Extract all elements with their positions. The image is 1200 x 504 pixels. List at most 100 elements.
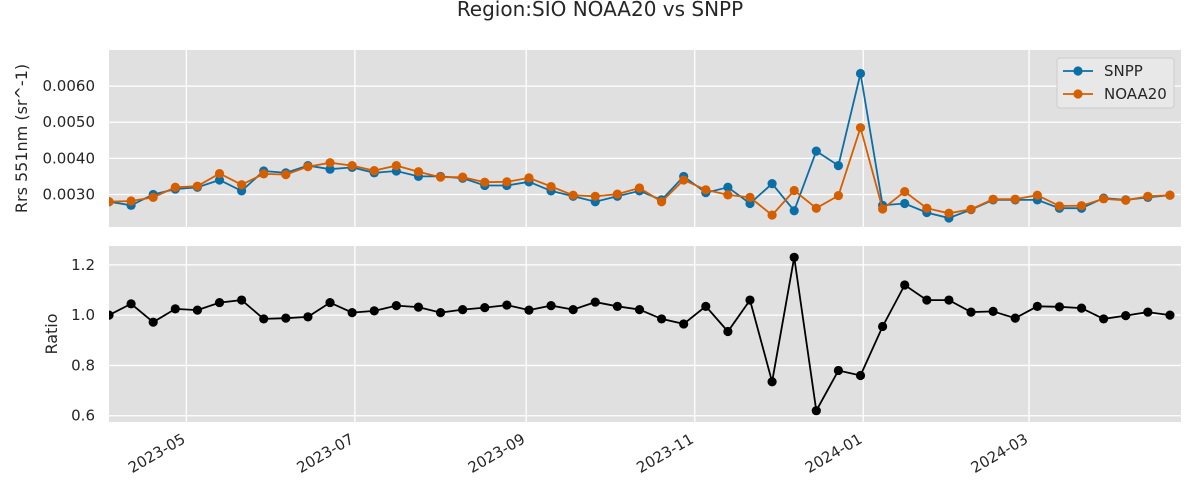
- data-point: [259, 314, 269, 324]
- y-tick-label: 1.2: [71, 256, 95, 274]
- x-tick-label: 2023-07: [294, 430, 357, 477]
- data-point: [878, 321, 888, 332]
- data-point: [833, 365, 844, 376]
- data-point: [789, 252, 799, 262]
- data-point: [502, 300, 512, 310]
- data-point: [303, 162, 313, 172]
- y-tick-label: 0.8: [71, 356, 95, 374]
- x-tick-label: 2024-03: [968, 430, 1031, 477]
- plot-area-background: [109, 246, 1181, 422]
- data-point: [391, 300, 401, 311]
- data-point: [458, 172, 468, 182]
- data-point: [1143, 191, 1153, 201]
- data-point: [148, 317, 158, 327]
- data-point: [546, 181, 556, 192]
- data-point: [435, 308, 446, 318]
- y-axis-label: Ratio: [42, 313, 61, 354]
- data-point: [767, 210, 777, 220]
- data-point: [900, 280, 910, 290]
- data-point: [1010, 194, 1020, 204]
- data-point: [944, 208, 954, 218]
- data-point: [590, 297, 600, 307]
- data-point: [922, 295, 932, 305]
- data-point: [126, 299, 136, 309]
- x-tick-label: 2023-11: [633, 430, 696, 477]
- data-point: [1054, 201, 1065, 211]
- data-point: [126, 196, 136, 206]
- data-point: [1076, 303, 1087, 313]
- x-tick-label: 2023-05: [125, 430, 188, 477]
- data-point: [458, 305, 468, 315]
- data-point: [679, 175, 689, 185]
- top-panel: 0.0030 0.0040 0.0050 0.0060 Rrs 551nm (sr^-1…: [12, 50, 1181, 227]
- y-tick-label: 1.0: [71, 306, 95, 324]
- x-tick-label: 2023-09: [465, 430, 528, 477]
- data-point: [811, 146, 821, 156]
- data-point: [656, 314, 667, 324]
- data-point: [369, 166, 379, 176]
- data-point: [1143, 307, 1153, 317]
- data-point: [546, 300, 556, 311]
- data-point: [1165, 310, 1175, 320]
- data-point: [347, 160, 357, 171]
- data-point: [900, 187, 910, 197]
- data-point: [192, 305, 203, 315]
- data-point: [1165, 190, 1175, 200]
- data-point: [833, 190, 844, 201]
- data-point: [789, 185, 799, 196]
- series-group: [109, 68, 1175, 223]
- data-point: [369, 306, 379, 316]
- data-point: [1121, 195, 1131, 205]
- data-point: [811, 406, 821, 416]
- y-tick-label: 0.6: [71, 407, 95, 425]
- data-point: [109, 310, 114, 320]
- ratio-panel: 0.6 0.8 1.0 1.2 Ratio 2023-05 2023-07 2023-09 20…: [42, 246, 1181, 477]
- data-point: [281, 313, 291, 323]
- data-point: [656, 197, 667, 207]
- data-point: [281, 170, 291, 180]
- data-point: [192, 181, 203, 191]
- data-point: [679, 319, 689, 329]
- legend-label: SNPP: [1104, 62, 1143, 80]
- data-point: [701, 185, 711, 195]
- data-point: [259, 169, 269, 179]
- data-point: [855, 123, 866, 133]
- data-point: [413, 302, 424, 312]
- data-point: [148, 192, 158, 202]
- data-point: [303, 312, 313, 322]
- data-point: [900, 198, 910, 209]
- data-point: [568, 305, 578, 315]
- data-point: [480, 303, 490, 313]
- data-point: [833, 160, 844, 171]
- y-tick-label: 0.0060: [43, 77, 96, 95]
- data-point: [524, 173, 534, 183]
- data-point: [723, 190, 733, 200]
- data-point: [878, 204, 888, 214]
- legend: SNPP NOAA20: [1056, 57, 1175, 109]
- data-point: [855, 370, 866, 381]
- data-point: [237, 295, 247, 305]
- data-point: [966, 204, 976, 214]
- data-point: [701, 301, 711, 311]
- data-point: [325, 158, 335, 168]
- data-point: [811, 203, 821, 213]
- data-point: [1121, 311, 1131, 321]
- data-point: [325, 164, 335, 174]
- y-tick-label: 0.0030: [43, 185, 96, 203]
- data-point: [988, 306, 998, 316]
- legend-marker: [1073, 89, 1083, 99]
- data-point: [1076, 201, 1087, 211]
- data-point: [502, 177, 512, 187]
- data-point: [634, 183, 645, 193]
- data-point: [1099, 194, 1109, 204]
- data-point: [1032, 190, 1042, 200]
- data-point: [767, 377, 777, 387]
- data-point: [855, 68, 866, 79]
- data-point: [237, 180, 247, 190]
- series-group: [109, 252, 1175, 416]
- data-point: [435, 172, 446, 182]
- data-point: [214, 168, 225, 179]
- data-point: [1010, 313, 1020, 323]
